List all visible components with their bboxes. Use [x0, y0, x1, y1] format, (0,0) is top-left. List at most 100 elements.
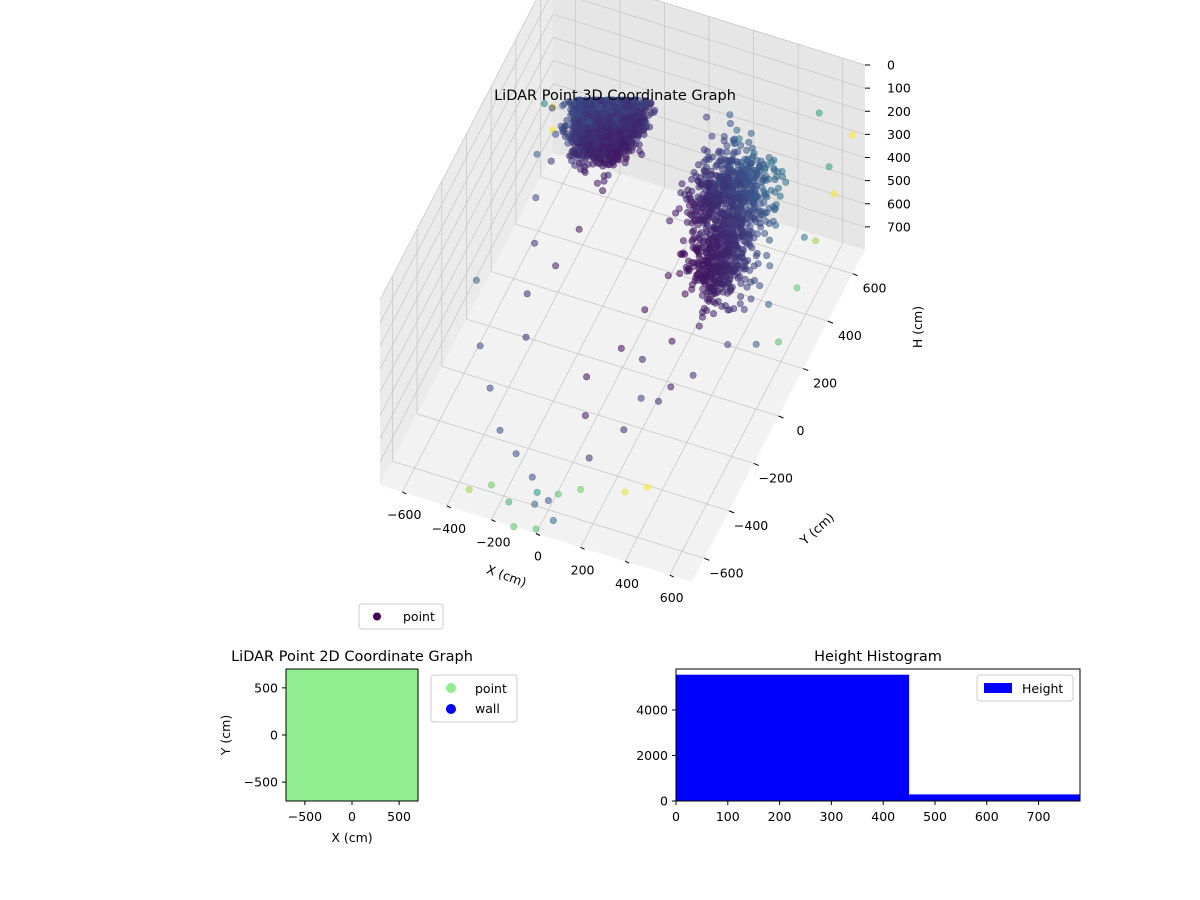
histogram-x-tick-label: 100: [716, 809, 740, 824]
y-tick-label-3d: 0: [797, 423, 805, 438]
scatter-point: [703, 113, 711, 121]
scatter-point: [782, 178, 790, 186]
cluster-point: [728, 228, 736, 236]
y-tick-mark-3d: [778, 415, 784, 419]
grid-line-x: [491, 2, 665, 520]
grid-line-y-floor: [515, 223, 829, 322]
cluster-point: [705, 240, 713, 248]
cluster-point: [774, 168, 782, 176]
scatter-point: [544, 496, 552, 504]
cluster-point: [753, 249, 761, 257]
cluster-point: [732, 158, 740, 166]
cluster-point: [699, 256, 707, 264]
grid-line-x: [446, 0, 621, 506]
histogram-x-tick-label: 600: [975, 809, 999, 824]
cluster-point: [581, 168, 589, 176]
cluster-point: [580, 143, 588, 151]
cluster-point: [698, 179, 706, 187]
histogram-y-tick-label: 0: [660, 794, 668, 809]
histogram-y-tick-label: 2000: [636, 748, 668, 763]
scatter-point: [540, 100, 548, 108]
x-tick-label-3d: −400: [432, 521, 466, 536]
cluster-point: [621, 129, 629, 137]
cluster-point: [547, 157, 555, 165]
h-tick-label-3d: 200: [887, 104, 911, 119]
cluster-point: [708, 234, 716, 242]
cluster-point: [605, 117, 613, 125]
scatter-point: [496, 426, 504, 434]
y-axis-label-2d: Y (cm): [218, 715, 233, 756]
cluster-point: [720, 261, 728, 269]
scatter-point: [766, 262, 774, 270]
cluster-point: [738, 245, 746, 253]
cluster-point: [724, 192, 732, 200]
cluster-point: [592, 130, 600, 138]
cluster-point: [747, 278, 755, 286]
wall-point: [849, 131, 857, 139]
cluster-point: [739, 216, 747, 224]
cluster-point: [594, 110, 602, 118]
cluster-point: [735, 177, 743, 185]
y-tick-label-2d: 0: [270, 728, 278, 743]
scatter-point: [765, 300, 773, 308]
cluster-point: [762, 191, 770, 199]
cluster-point: [730, 148, 738, 156]
cluster-point: [761, 209, 769, 217]
wall-point: [830, 190, 838, 198]
grid-line-h: [379, 13, 866, 347]
wall-point: [465, 486, 473, 494]
scatter-point: [549, 516, 557, 524]
wall-point: [510, 523, 518, 531]
h-tick-label-3d: 500: [887, 173, 911, 188]
z-axis-label-3d: H (cm): [910, 306, 925, 348]
chart-2d-title: LiDAR Point 2D Coordinate Graph: [231, 649, 473, 665]
cluster-point: [628, 138, 636, 146]
cluster-point: [594, 159, 602, 167]
cluster-point: [599, 118, 607, 126]
cluster-point: [608, 136, 616, 144]
cluster-point: [711, 268, 719, 276]
h-tick-label-3d: 400: [887, 150, 911, 165]
scatter-point: [800, 233, 808, 241]
cluster-point: [752, 218, 760, 226]
cluster-point: [761, 164, 769, 172]
cluster-point: [685, 267, 693, 275]
cluster-point: [705, 197, 713, 205]
scatter-point: [641, 306, 649, 314]
cluster-point: [598, 136, 606, 144]
cluster-point: [597, 126, 605, 134]
cluster-point: [745, 138, 753, 146]
y-axis-label-3d: Y (cm): [796, 510, 837, 549]
cluster-point: [688, 281, 696, 289]
x-axis-label-2d: X (cm): [331, 830, 372, 845]
cluster-point: [746, 266, 754, 274]
lidar-2d-chart: LiDAR Point 2D Coordinate Graph −500 0 500…: [218, 649, 518, 845]
cluster-point: [598, 151, 606, 159]
cluster-point: [596, 103, 604, 111]
scatter-point: [585, 454, 593, 462]
y-tick-mark-3d: [753, 462, 759, 466]
cluster-point: [750, 170, 758, 178]
cluster-point: [695, 322, 703, 330]
cluster-point: [719, 288, 727, 296]
scatter-point: [667, 383, 675, 391]
cluster-point: [747, 295, 755, 303]
cluster-point: [712, 171, 720, 179]
cluster-point: [696, 215, 704, 223]
wall-point: [487, 481, 495, 489]
cluster-point: [771, 176, 779, 184]
cluster-point: [737, 293, 745, 301]
cluster-point: [771, 188, 779, 196]
cluster-point: [639, 127, 647, 135]
cluster-point: [705, 212, 713, 220]
cluster-point: [747, 129, 755, 137]
histogram-x-tick-label: 200: [768, 809, 792, 824]
scatter-point: [668, 337, 676, 345]
cluster-point: [693, 247, 701, 255]
wall-point: [793, 284, 801, 292]
legend-2d: point wall: [430, 674, 518, 723]
scatter-point: [654, 397, 662, 405]
scatter-point: [815, 109, 823, 117]
cluster-point: [768, 158, 776, 166]
cluster-point: [571, 161, 579, 169]
